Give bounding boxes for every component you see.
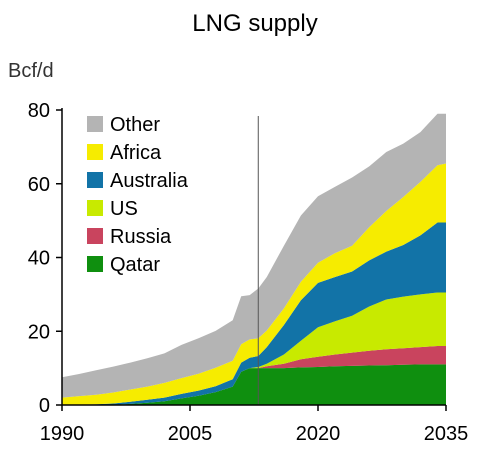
area-us	[62, 292, 446, 405]
y-tick-label: 20	[28, 321, 50, 343]
legend-swatch-qatar	[87, 256, 103, 272]
axes: 0 20 40 60 80 1990 2005 2020 2035	[28, 100, 469, 445]
area-other	[62, 113, 446, 398]
x-tick-label: 2005	[168, 423, 213, 445]
legend-label-australia: Australia	[110, 170, 189, 192]
legend-swatch-russia	[87, 228, 103, 244]
legend-label-us: US	[110, 198, 138, 220]
legend-label-other: Other	[110, 114, 160, 136]
area-russia	[62, 346, 446, 405]
y-tick-label: 40	[28, 248, 50, 270]
area-qatar	[62, 364, 446, 405]
y-tick-label: 0	[39, 395, 50, 417]
area-africa	[62, 163, 446, 405]
y-axis-unit-label: Bcf/d	[8, 60, 54, 82]
x-tick-label: 1990	[40, 423, 85, 445]
stacked-areas	[62, 113, 446, 405]
legend-label-qatar: Qatar	[110, 254, 160, 276]
y-tick-label: 80	[28, 100, 50, 122]
legend-swatch-africa	[87, 144, 103, 160]
x-tick-label: 2035	[424, 423, 469, 445]
legend-swatch-australia	[87, 172, 103, 188]
chart-title: LNG supply	[192, 10, 317, 37]
legend-swatch-other	[87, 116, 103, 132]
legend-swatch-us	[87, 200, 103, 216]
y-tick-label: 60	[28, 174, 50, 196]
legend-label-africa: Africa	[110, 142, 162, 164]
legend: Other Africa Australia US Russia Qatar	[87, 114, 189, 276]
x-tick-label: 2020	[296, 423, 341, 445]
legend-label-russia: Russia	[110, 226, 172, 248]
